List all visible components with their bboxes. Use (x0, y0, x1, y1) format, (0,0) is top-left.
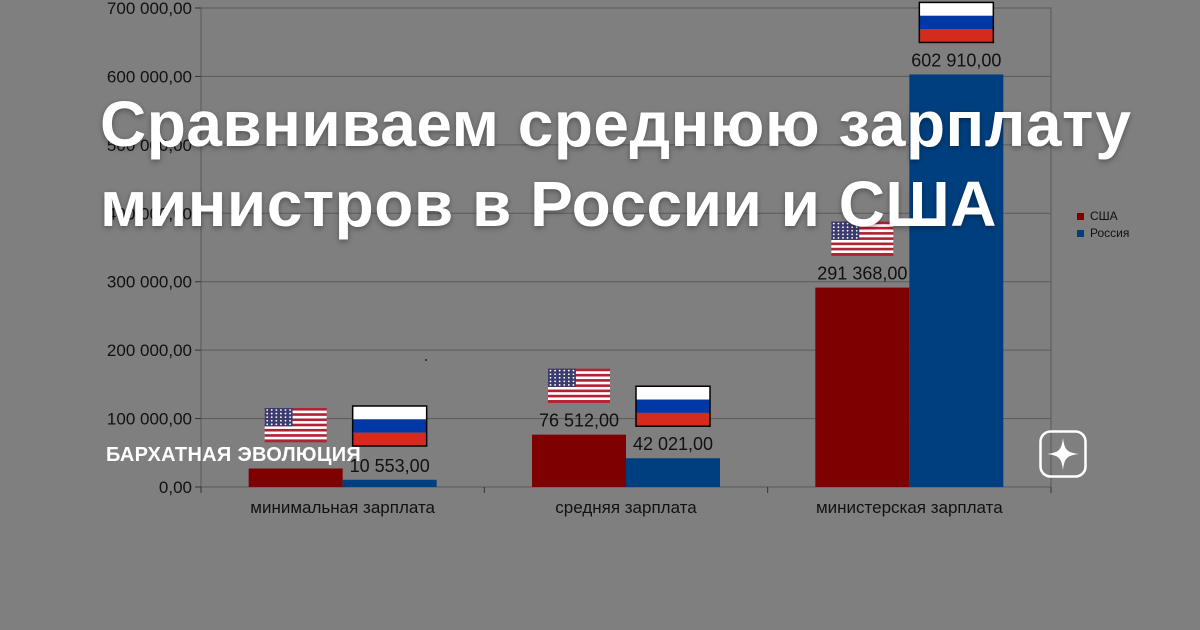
y-axis-ticks: 0,00 100 000,00 200 000,00 300 000,00 400 00… (107, 0, 192, 497)
data-label-russia: 602 910,00 (911, 50, 1001, 70)
data-label-usa: 291 368,00 (817, 264, 907, 284)
y-tick-label: 300 000,00 (107, 273, 192, 292)
y-tick-label: 700 000,00 (107, 0, 192, 18)
data-labels: 10 553,00 76 512,00 42 021,00 291 368,00 602… (350, 50, 1002, 476)
russia-flag-icon (918, 1, 995, 44)
bar-usa (532, 434, 626, 487)
flag-markers (264, 1, 995, 447)
usa-flag-icon (831, 221, 894, 256)
data-label-usa: 76 512,00 (539, 411, 619, 431)
category-label: министерская зарплата (816, 498, 1003, 517)
y-tick-label: 100 000,00 (107, 410, 192, 429)
sparkle-star-icon[interactable] (1039, 430, 1087, 478)
category-labels: минимальная зарплата средняя зарплата мини… (250, 498, 1003, 517)
bar-russia (342, 479, 437, 487)
data-label-russia: 42 021,00 (633, 434, 713, 454)
stray-dot (425, 359, 427, 361)
legend-swatch (1077, 230, 1084, 237)
category-label: минимальная зарплата (250, 498, 435, 517)
y-tick-label: 400 000,00 (107, 204, 192, 223)
bar-russia (909, 74, 1004, 487)
headline-line-2: министров в России и США (100, 168, 997, 240)
y-tick-label: 0,00 (159, 478, 192, 497)
bar-usa (815, 287, 910, 487)
y-tick-label: 200 000,00 (107, 341, 192, 360)
y-tick-label: 500 000,00 (107, 136, 192, 155)
data-label-russia: 10 553,00 (350, 456, 430, 476)
russia-flag-icon (351, 405, 428, 447)
usa-flag-icon (548, 368, 610, 403)
headline-line-1: Сравниваем среднюю зарплату (100, 88, 1132, 160)
bar-russia (626, 458, 720, 487)
headline: Сравниваем среднюю зарплату министров в … (100, 84, 1160, 244)
usa-flag-icon (264, 408, 327, 443)
russia-flag-icon (635, 385, 711, 427)
channel-name[interactable]: БАРХАТНАЯ ЭВОЛЮЦИЯ (106, 444, 362, 466)
bar-usa (248, 468, 343, 487)
legend: США Россия (1077, 209, 1129, 240)
category-label: средняя зарплата (555, 498, 697, 517)
legend-label: Россия (1090, 226, 1129, 240)
legend-label: США (1090, 209, 1118, 223)
y-tick-label: 600 000,00 (107, 67, 192, 86)
bar-series (248, 74, 1004, 487)
legend-swatch (1077, 213, 1084, 220)
